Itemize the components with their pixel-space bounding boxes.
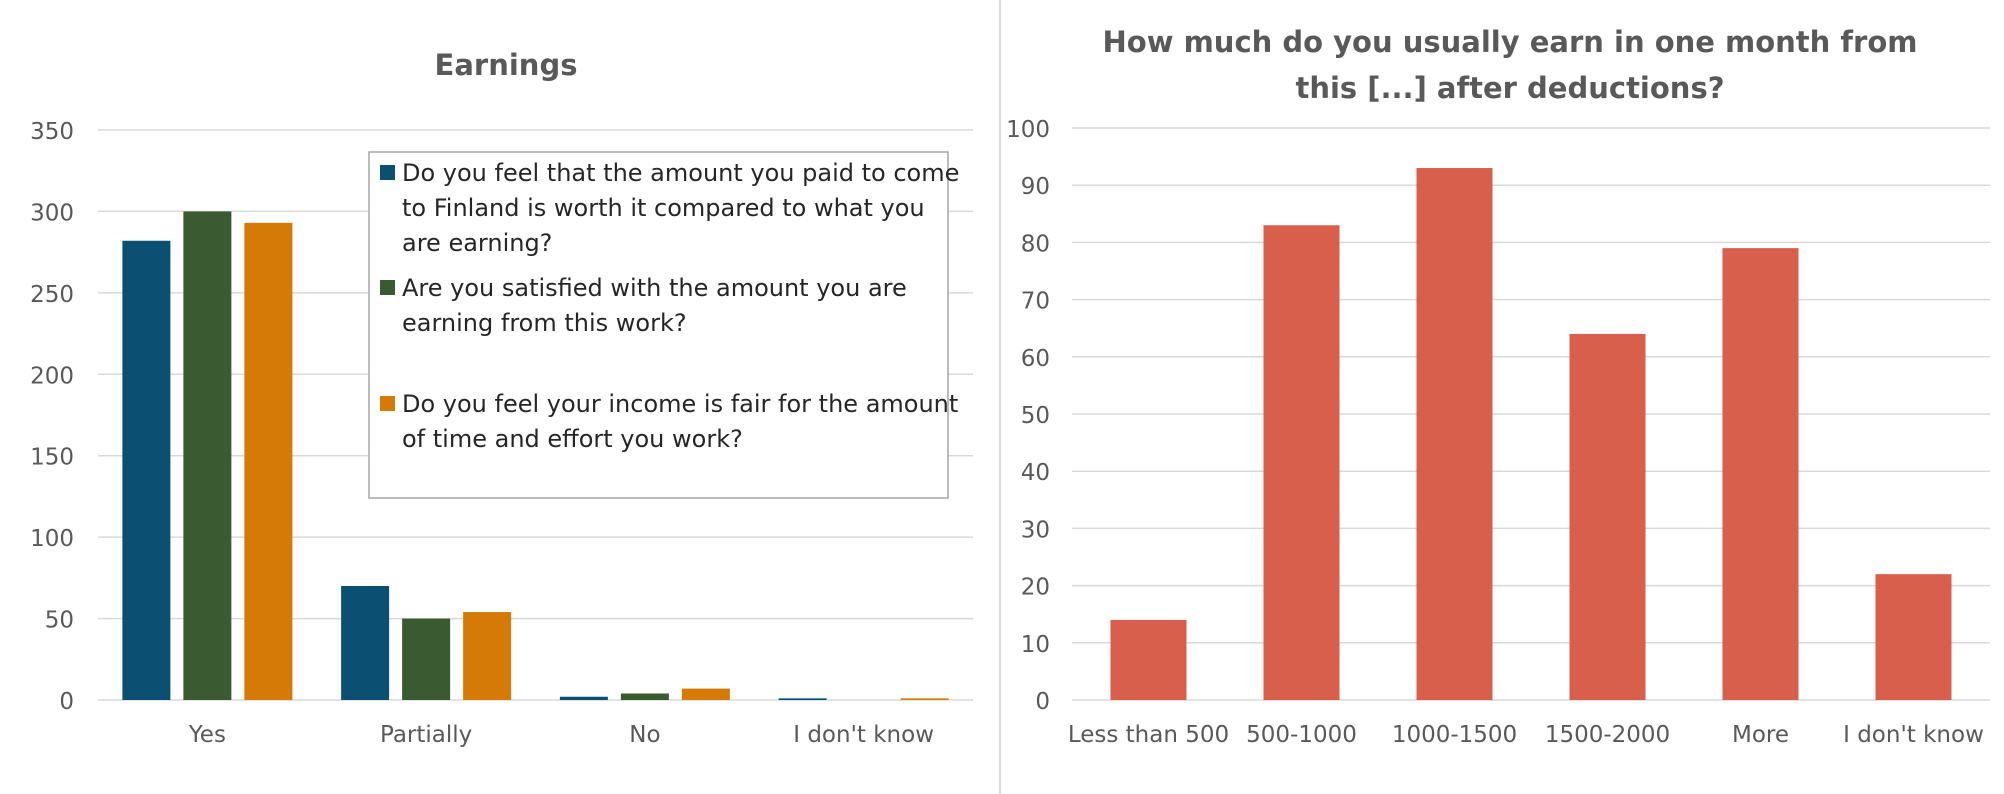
- legend-swatch-2: [380, 280, 395, 295]
- y-tick-label: 300: [30, 200, 74, 226]
- y-tick-label: 350: [30, 119, 74, 145]
- bar-2: [1416, 168, 1493, 701]
- earnings-y-axis: 0 50 100 150 200 250 300 350: [30, 119, 74, 715]
- y-tick-label: 200: [30, 363, 74, 389]
- earnings-chart: Earnings 0 50 100 150 200 250 300 350 Yes Partia…: [30, 48, 973, 748]
- legend-label-1: to Finland is worth it compared to what …: [402, 194, 925, 222]
- y-tick-label: 100: [1006, 117, 1050, 143]
- y-tick-label: 0: [59, 689, 74, 715]
- bar-series-3-1: [463, 612, 512, 700]
- bar-series-1-0: [122, 240, 171, 700]
- x-category-label: Partially: [380, 722, 472, 748]
- bar-1: [1263, 225, 1340, 701]
- x-category-label: Yes: [188, 722, 226, 748]
- bar-series-1-1: [341, 586, 390, 700]
- bar-series-3-3: [900, 698, 949, 700]
- legend-swatch-3: [380, 396, 395, 411]
- y-tick-label: 70: [1021, 289, 1050, 315]
- legend-label-3: of time and effort you work?: [402, 425, 743, 453]
- monthly-income-title-line-2: this [...] after deductions?: [1295, 71, 1724, 105]
- y-tick-label: 250: [30, 282, 74, 308]
- y-tick-label: 40: [1021, 460, 1050, 486]
- monthly-income-bars: [1110, 168, 1952, 701]
- bar-series-2-1: [402, 618, 451, 700]
- y-tick-label: 20: [1021, 575, 1050, 601]
- y-tick-label: 60: [1021, 346, 1050, 372]
- x-category-label: Less than 500: [1068, 722, 1229, 748]
- legend-label-2: Are you satisfied with the amount you ar…: [402, 274, 907, 302]
- bar-series-1-2: [559, 696, 608, 700]
- earnings-legend: Do you feel that the amount you paid to …: [368, 151, 959, 499]
- monthly-income-y-axis: 0 10 20 30 40 50 60 70 80 90 100: [1006, 117, 1050, 715]
- bar-series-3-0: [244, 222, 293, 701]
- bar-series-1-3: [778, 698, 827, 700]
- y-tick-label: 50: [45, 608, 74, 634]
- x-category-label: I don't know: [793, 722, 934, 748]
- legend-box: [368, 151, 949, 499]
- monthly-income-chart: How much do you usually earn in one mont…: [1006, 25, 1990, 748]
- y-tick-label: 0: [1035, 689, 1050, 715]
- legend-label-2: earning from this work?: [402, 309, 687, 337]
- x-category-label: I don't know: [1843, 722, 1984, 748]
- bar-3: [1569, 333, 1646, 700]
- x-category-label: 1500-2000: [1545, 722, 1670, 748]
- y-tick-label: 100: [30, 526, 74, 552]
- monthly-income-title-line-1: How much do you usually earn in one mont…: [1103, 25, 1918, 59]
- bar-4: [1722, 248, 1799, 700]
- legend-label-3: Do you feel your income is fair for the …: [402, 390, 958, 418]
- monthly-income-gridlines: [1072, 127, 1990, 701]
- earnings-chart-title: Earnings: [435, 48, 578, 82]
- earnings-x-axis: Yes Partially No I don't know: [188, 722, 934, 748]
- legend-label-1: are earning?: [402, 229, 552, 257]
- bar-0: [1110, 619, 1187, 700]
- bar-5: [1875, 574, 1952, 700]
- y-tick-label: 30: [1021, 517, 1050, 543]
- y-tick-label: 80: [1021, 231, 1050, 257]
- x-category-label: No: [629, 722, 660, 748]
- bar-series-2-2: [620, 693, 669, 700]
- y-tick-label: 50: [1021, 403, 1050, 429]
- y-tick-label: 150: [30, 445, 74, 471]
- bar-series-2-0: [183, 211, 232, 700]
- legend-swatch-1: [380, 165, 395, 180]
- x-category-label: 500-1000: [1246, 722, 1357, 748]
- x-category-label: 1000-1500: [1392, 722, 1517, 748]
- bar-series-3-2: [681, 688, 730, 700]
- x-category-label: More: [1732, 722, 1789, 748]
- earnings-bars: [122, 211, 949, 701]
- monthly-income-x-axis: Less than 500 500-1000 1000-1500 1500-2000 M…: [1068, 722, 1984, 748]
- legend-label-1: Do you feel that the amount you paid to …: [402, 159, 959, 187]
- y-tick-label: 10: [1021, 632, 1050, 658]
- y-tick-label: 90: [1021, 174, 1050, 200]
